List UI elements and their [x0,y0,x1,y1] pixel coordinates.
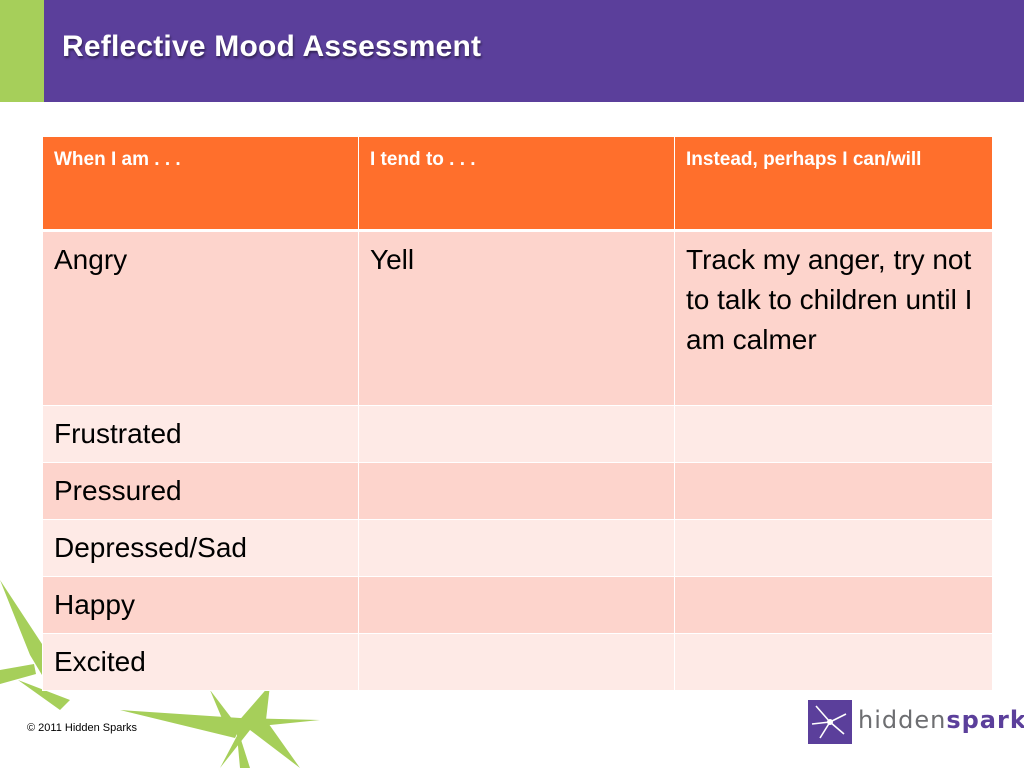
hidden-sparks-logo: hiddensparks [808,700,1024,744]
table-cell [358,462,675,520]
table-cell [358,519,675,577]
table-row: Happy [42,576,993,634]
header-bar [0,0,1024,102]
logo-wordmark: hiddensparks [858,706,1024,734]
table-cell [358,405,675,463]
table-row: Depressed/Sad [42,519,993,577]
table-cell: Track my anger, try not to talk to child… [674,230,993,406]
table-cell [674,519,993,577]
column-header-when-i-am: When I am . . . [42,136,359,232]
table-cell: Depressed/Sad [42,519,359,577]
table-row: Frustrated [42,405,993,463]
table-cell: Frustrated [42,405,359,463]
logo-text-sparks: sparks [946,706,1024,734]
table-row: Excited [42,633,993,691]
table-cell: Angry [42,230,359,406]
table-cell: Happy [42,576,359,634]
logo-text-hidden: hidden [858,706,947,734]
table-row: Pressured [42,462,993,520]
table-cell [674,633,993,691]
slide-title: Reflective Mood Assessment [62,30,482,63]
table-cell [358,576,675,634]
table-cell [674,576,993,634]
header-accent-bar [0,0,44,102]
table-cell: Yell [358,230,675,406]
column-header-i-tend-to: I tend to . . . [358,136,675,232]
table-cell: Excited [42,633,359,691]
table-cell [358,633,675,691]
table-header-row: When I am . . . I tend to . . . Instead,… [42,136,993,232]
table-cell [674,405,993,463]
mood-assessment-table: When I am . . . I tend to . . . Instead,… [42,136,993,691]
column-header-instead: Instead, perhaps I can/will [674,136,993,232]
table-row: Angry Yell Track my anger, try not to ta… [42,230,993,406]
copyright-text: © 2011 Hidden Sparks [27,722,138,734]
table-cell: Pressured [42,462,359,520]
sparks-logo-icon [808,700,852,744]
table-cell [674,462,993,520]
